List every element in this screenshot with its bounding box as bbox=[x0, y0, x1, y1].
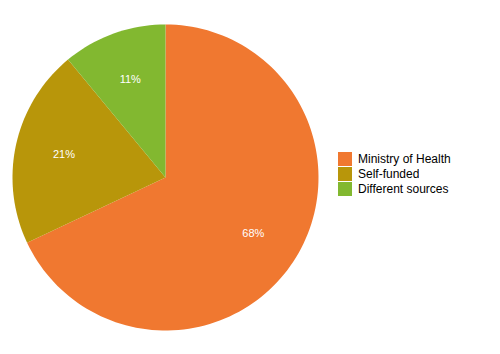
svg-text:11%: 11% bbox=[120, 73, 141, 85]
svg-text:68%: 68% bbox=[242, 227, 264, 239]
svg-text:21%: 21% bbox=[53, 148, 75, 160]
html-text:Ministry of Health: Ministry of Health bbox=[358, 151, 451, 166]
html-text:Different sources: Different sources bbox=[358, 181, 449, 196]
html-text:Self-funded: Self-funded bbox=[358, 166, 420, 181]
